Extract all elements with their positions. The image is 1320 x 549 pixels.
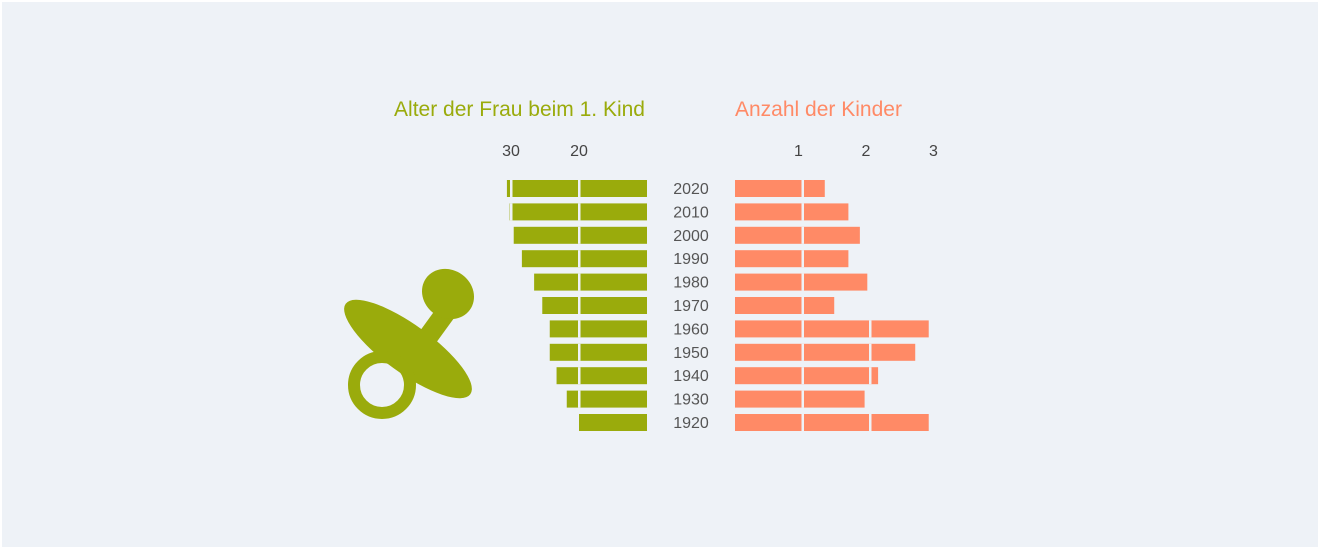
- children-bar-gridline: [801, 414, 804, 431]
- year-label: 2010: [673, 204, 709, 221]
- age-bar: [549, 343, 647, 361]
- age-chart-title: Alter der Frau beim 1. Kind: [394, 98, 645, 121]
- age-bar: [549, 320, 647, 338]
- children-bar: [735, 390, 865, 408]
- children-bars: [735, 180, 929, 431]
- year-label: 1990: [673, 251, 709, 268]
- children-chart-title: Anzahl der Kinder: [735, 98, 902, 121]
- year-label: 1930: [673, 392, 709, 409]
- age-bar-gridline: [578, 273, 581, 291]
- pacifier-nipple: [421, 268, 475, 320]
- children-bar-gridline: [801, 273, 804, 291]
- year-label: 1920: [673, 415, 709, 432]
- children-tick-label: 1: [794, 143, 803, 160]
- children-bar-gridline: [869, 320, 872, 338]
- children-bar: [735, 343, 916, 361]
- age-bar: [579, 414, 647, 431]
- children-bar-gridline: [801, 367, 804, 385]
- children-bar: [735, 180, 825, 197]
- children-bar-gridline: [801, 250, 804, 268]
- children-bar: [735, 320, 929, 338]
- age-bar: [521, 250, 647, 268]
- children-bar-gridline: [869, 367, 872, 385]
- age-tick-label: 30: [502, 143, 520, 160]
- age-bar-gridline: [578, 226, 581, 244]
- age-bar-gridline: [578, 297, 581, 314]
- pacifier-icon: [344, 268, 475, 419]
- age-bar-gridline: [578, 320, 581, 338]
- children-axis-ticks: 1 2 3: [794, 143, 938, 160]
- pacifier-ring: [348, 351, 416, 419]
- year-labels: 2020 2010 2000 1990 1980 1970 1960 1950 1940 1930…: [673, 181, 709, 432]
- year-label: 1960: [673, 321, 709, 338]
- children-bar: [735, 273, 868, 291]
- children-bar: [735, 203, 849, 221]
- year-label: 1970: [673, 298, 709, 315]
- age-bar-gridline: [510, 203, 513, 221]
- pacifier-shield: [344, 299, 472, 399]
- children-bar-gridline: [801, 180, 804, 197]
- age-bar-gridline: [578, 343, 581, 361]
- children-tick-label: 3: [929, 143, 938, 160]
- children-bar-gridline: [869, 414, 872, 431]
- children-bar-gridline: [801, 226, 804, 244]
- age-bar-gridline: [578, 367, 581, 385]
- year-label: 2000: [673, 228, 709, 245]
- age-bar: [542, 297, 647, 314]
- children-bar-gridline: [869, 343, 872, 361]
- children-bar: [735, 414, 929, 431]
- children-tick-label: 2: [862, 143, 871, 160]
- age-bars: [506, 180, 647, 431]
- age-bar-gridline: [578, 203, 581, 221]
- age-bar: [534, 273, 647, 291]
- children-bar: [735, 250, 849, 268]
- children-bar-gridline: [801, 203, 804, 221]
- year-label: 1980: [673, 275, 709, 292]
- year-label: 1950: [673, 345, 709, 362]
- children-bar: [735, 297, 835, 314]
- year-label: 1940: [673, 368, 709, 385]
- age-bar: [506, 180, 647, 197]
- year-label: 2020: [673, 181, 709, 198]
- age-bar: [556, 367, 647, 385]
- age-bar-gridline: [578, 390, 581, 408]
- age-tick-label: 20: [570, 143, 588, 160]
- children-bar-gridline: [801, 390, 804, 408]
- age-bar-gridline: [578, 250, 581, 268]
- children-bar-gridline: [801, 320, 804, 338]
- children-bar: [735, 367, 879, 385]
- age-bar: [566, 390, 647, 408]
- age-bar-gridline: [578, 180, 581, 197]
- children-bar: [735, 226, 860, 244]
- age-axis-ticks: 30 20: [502, 143, 588, 160]
- children-bar-gridline: [801, 297, 804, 314]
- age-bar-gridline: [510, 180, 513, 197]
- children-bar-gridline: [801, 343, 804, 361]
